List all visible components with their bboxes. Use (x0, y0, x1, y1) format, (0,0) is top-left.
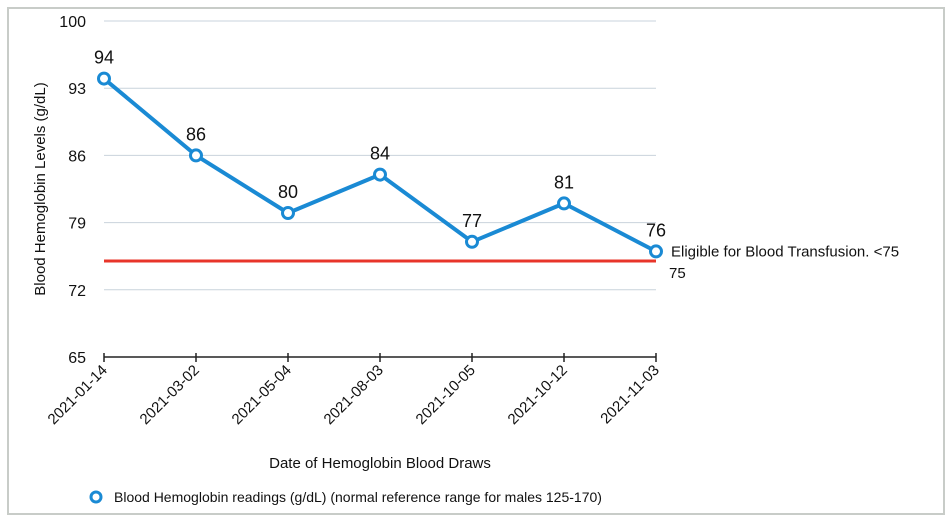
data-point[interactable] (97, 71, 111, 86)
y-tick-label: 72 (68, 283, 86, 300)
data-point[interactable] (557, 196, 571, 211)
x-tick-label: 2021-05-04 (229, 362, 295, 428)
series-line (102, 77, 657, 254)
data-label: 81 (554, 172, 574, 192)
data-label: 77 (462, 211, 482, 231)
x-tick-label: 2021-10-12 (505, 362, 571, 428)
data-point[interactable] (281, 206, 295, 220)
y-axis-label: Blood Hemoglobin Levels (g/dL) (32, 82, 49, 295)
data-point[interactable] (649, 244, 663, 259)
threshold-label: Eligible for Blood Transfusion. <75 (671, 243, 899, 260)
legend-label: Blood Hemoglobin readings (g/dL) (normal… (114, 489, 602, 505)
y-tick-label: 65 (68, 350, 86, 367)
frame (7, 7, 945, 515)
y-tick-label: 79 (68, 216, 86, 233)
x-tick-label: 2021-10-05 (413, 362, 479, 428)
x-tick-label: 2021-08-03 (321, 362, 387, 428)
x-tick-label: 2021-01-14 (45, 362, 111, 428)
data-label: 94 (94, 48, 114, 68)
data-label: 80 (278, 182, 298, 202)
data-point[interactable] (189, 148, 203, 163)
x-tick-label: 2021-03-02 (137, 362, 203, 428)
y-tick-label: 100 (59, 14, 86, 31)
y-tick-label: 86 (68, 148, 86, 165)
x-tick-label: 2021-11-03 (597, 362, 662, 427)
legend-marker (89, 490, 103, 504)
threshold-value-label: 75 (669, 265, 686, 282)
legend: Blood Hemoglobin readings (g/dL) (normal… (89, 489, 602, 505)
data-label: 86 (186, 124, 206, 144)
x-axis-label: Date of Hemoglobin Blood Draws (269, 455, 491, 472)
data-label: 76 (646, 220, 666, 240)
data-point[interactable] (373, 167, 387, 182)
data-label: 84 (370, 144, 390, 164)
y-tick-label: 93 (68, 81, 86, 98)
data-point[interactable] (465, 234, 479, 249)
